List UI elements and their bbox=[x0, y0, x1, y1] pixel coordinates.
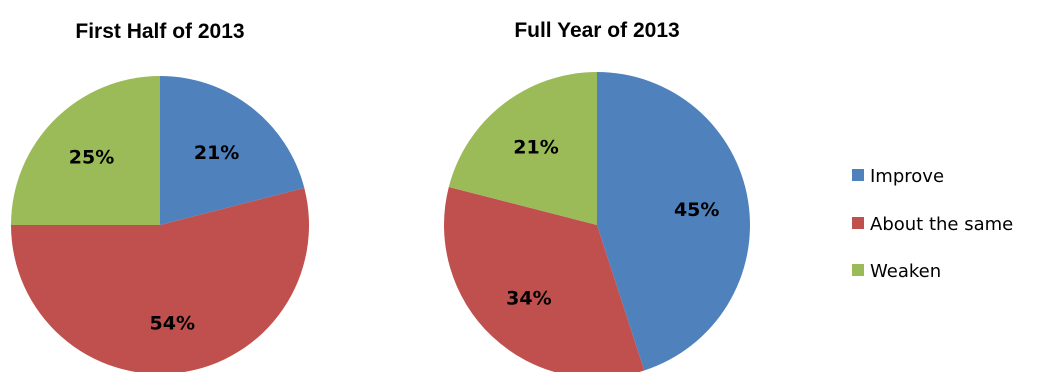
data-label-improve: 45% bbox=[674, 199, 719, 221]
legend-label-improve: Improve bbox=[870, 166, 944, 187]
chart-title-full-year: Full Year of 2013 bbox=[514, 19, 679, 42]
legend-item-improve: Improve bbox=[852, 166, 944, 187]
chart-title-first-half: First Half of 2013 bbox=[75, 20, 244, 43]
data-label-improve: 21% bbox=[194, 142, 239, 164]
legend-item-about-the-same: About the same bbox=[852, 214, 1013, 235]
pie-chart-first-half: First Half of 2013 21% 54% 25% bbox=[11, 20, 309, 372]
data-label-weaken: 21% bbox=[513, 136, 558, 158]
legend-label-about-the-same: About the same bbox=[870, 214, 1013, 235]
data-label-weaken: 25% bbox=[69, 147, 114, 169]
pie-slice-about-the-same bbox=[11, 187, 309, 372]
legend-swatch-weaken bbox=[852, 264, 864, 276]
legend: Improve About the same Weaken bbox=[852, 166, 1013, 282]
legend-label-weaken: Weaken bbox=[870, 261, 941, 282]
pie-slice-weaken bbox=[448, 72, 597, 225]
pie-slice-improve bbox=[597, 72, 750, 371]
data-label-about-the-same: 54% bbox=[150, 313, 195, 335]
slice-labels-first-half: 21% 54% 25% bbox=[69, 142, 240, 335]
legend-swatch-about-the-same bbox=[852, 217, 864, 229]
slices-first-half bbox=[11, 76, 309, 372]
slices-full-year bbox=[444, 72, 750, 372]
pie-slice-weaken bbox=[11, 76, 160, 225]
data-label-about-the-same: 34% bbox=[506, 288, 551, 310]
pie-chart-full-year: Full Year of 2013 45% 34% 21% bbox=[444, 19, 750, 372]
pie-slice-improve bbox=[160, 76, 305, 225]
legend-item-weaken: Weaken bbox=[852, 261, 941, 282]
slice-labels-full-year: 45% 34% 21% bbox=[506, 136, 719, 309]
legend-swatch-improve bbox=[852, 169, 864, 181]
pie-slice-about-the-same bbox=[444, 186, 645, 372]
